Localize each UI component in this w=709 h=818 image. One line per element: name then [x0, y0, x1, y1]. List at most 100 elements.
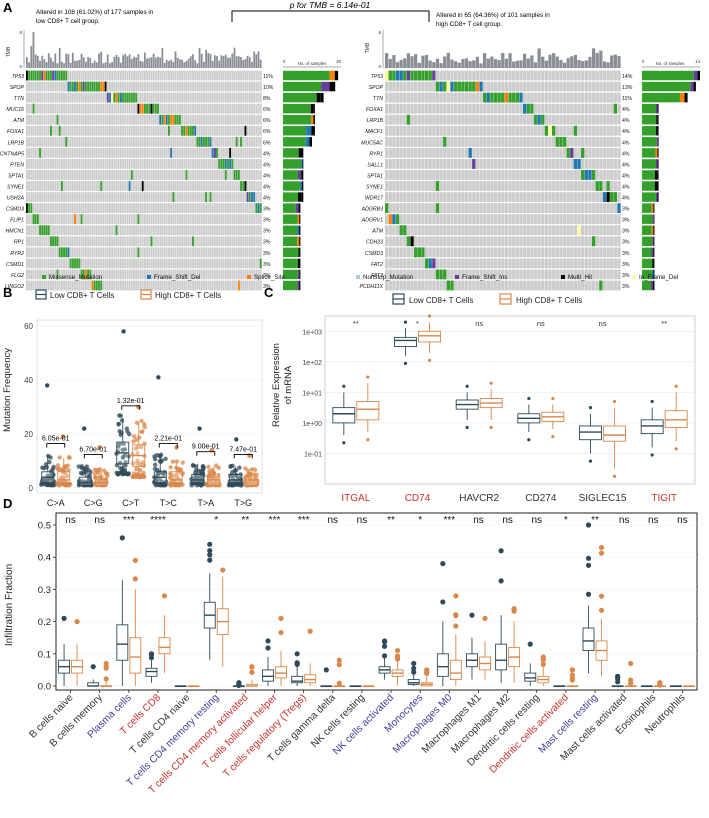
grid-cell [526, 225, 530, 236]
side-bar-segment [653, 258, 655, 269]
side-bar-segment [283, 225, 298, 235]
grid-cell [67, 103, 70, 114]
grid-cell [559, 114, 563, 125]
grid-cell [519, 114, 523, 125]
grid-cell [135, 147, 138, 158]
grid-cell [395, 136, 400, 147]
grid-cell [218, 147, 221, 158]
grid-cell [26, 181, 28, 191]
grid-cell [435, 136, 440, 147]
grid-cell [34, 181, 37, 191]
mutation-cell [60, 181, 63, 191]
mutation-cell [30, 70, 33, 81]
grid-cell [231, 70, 234, 81]
grid-cell [26, 170, 28, 180]
grid-cell [117, 269, 120, 280]
grid-cell [599, 203, 603, 214]
grid-cell [111, 159, 114, 169]
grid-cell [71, 125, 74, 136]
gene-label: FAT3 [371, 273, 383, 279]
grid-cell [439, 103, 443, 114]
grid-cell [82, 114, 85, 125]
grid-cell [530, 159, 534, 169]
grid-cell [224, 192, 227, 202]
mutation-cell [168, 114, 170, 125]
mutation-cell [218, 159, 221, 169]
grid-cell [80, 192, 83, 202]
grid-cell [251, 159, 253, 169]
grid-cell [537, 159, 541, 169]
grid-cell [50, 81, 52, 92]
grid-cell [479, 203, 483, 214]
grid-cell [113, 214, 116, 225]
grid-cell [548, 70, 552, 81]
grid-cell [240, 70, 242, 81]
grid-cell [63, 103, 65, 114]
grid-cell [244, 236, 247, 247]
grid-cell [133, 280, 135, 291]
grid-cell [98, 247, 100, 258]
mutation-cell [259, 203, 262, 214]
grid-cell [196, 236, 199, 247]
b-point [98, 482, 103, 488]
grid-cell [519, 81, 523, 92]
grid-cell [126, 258, 129, 269]
grid-cell [111, 103, 114, 114]
grid-cell [242, 280, 245, 291]
grid-cell [403, 203, 407, 214]
grid-cell [30, 214, 33, 225]
mutation-cell [224, 170, 227, 180]
grid-cell [530, 147, 534, 158]
mutation-cell [595, 181, 599, 191]
grid-cell [76, 269, 79, 280]
grid-cell [67, 214, 70, 225]
grid-cell [406, 81, 411, 92]
grid-cell [200, 114, 203, 125]
grid-cell [159, 214, 162, 225]
mutation-cell [468, 81, 472, 92]
grid-cell [144, 247, 146, 258]
grid-cell [203, 170, 205, 180]
grid-cell [457, 147, 461, 158]
grid-cell [486, 280, 490, 291]
grid-cell [424, 81, 429, 92]
grid-cell [157, 258, 159, 269]
grid-cell [472, 125, 476, 136]
grid-cell [45, 258, 48, 269]
grid-cell [74, 92, 76, 103]
grid-cell [229, 103, 232, 114]
grid-cell [39, 159, 41, 169]
grid-cell [248, 136, 251, 147]
grid-cell [218, 103, 221, 114]
grid-cell [566, 225, 570, 236]
grid-cell [515, 247, 519, 258]
grid-cell [417, 159, 421, 169]
grid-cell [229, 125, 232, 136]
grid-cell [220, 114, 223, 125]
grid-cell [144, 236, 146, 247]
c-outlier [342, 441, 346, 445]
grid-cell [233, 81, 236, 92]
grid-cell [181, 247, 183, 258]
grid-cell [544, 81, 549, 92]
grid-cell [135, 247, 138, 258]
grid-cell [457, 136, 461, 147]
mutation-cell [548, 125, 552, 136]
b-point [123, 463, 128, 468]
grid-cell [41, 192, 44, 202]
grid-cell [248, 258, 251, 269]
grid-cell [257, 236, 260, 247]
gene-percent: 11% [263, 74, 273, 80]
tmb-bar [200, 53, 203, 68]
mutation-cell [198, 136, 201, 147]
grid-cell [497, 81, 501, 92]
grid-cell [231, 125, 234, 136]
grid-cell [246, 125, 249, 136]
grid-cell [255, 159, 258, 169]
grid-cell [257, 81, 260, 92]
grid-cell [512, 192, 516, 202]
grid-cell [392, 103, 396, 114]
grid-cell [65, 280, 68, 291]
grid-cell [450, 147, 454, 158]
side-bar-segment [653, 247, 655, 258]
